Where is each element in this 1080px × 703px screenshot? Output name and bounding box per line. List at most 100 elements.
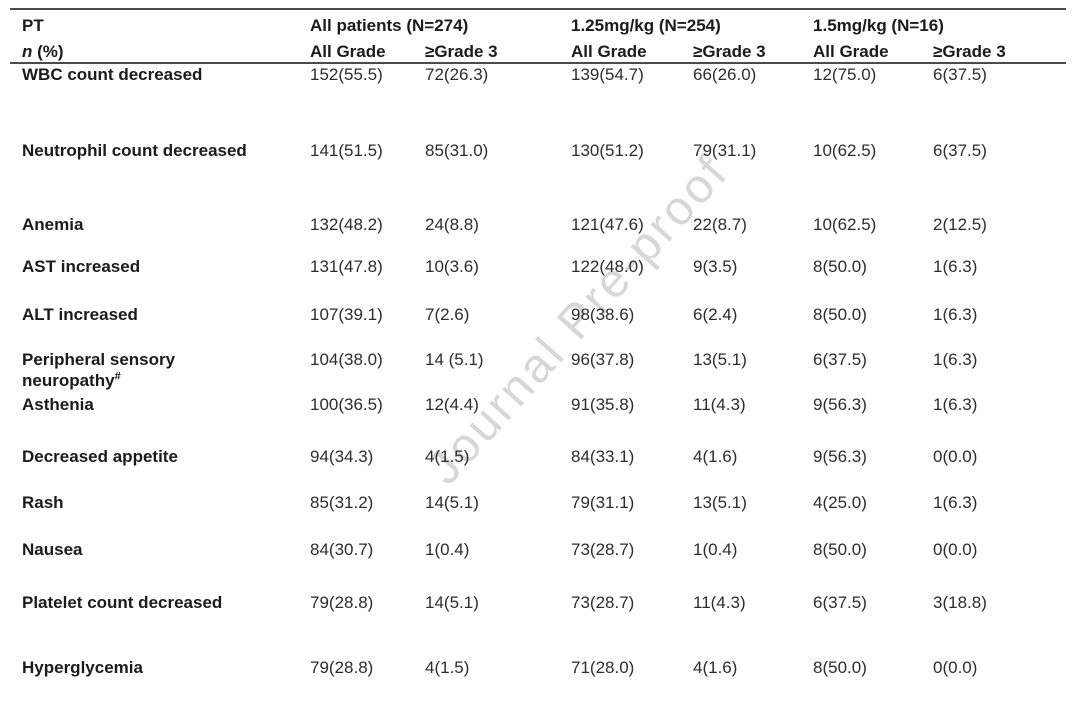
value-cell: 94(34.3)	[310, 447, 374, 466]
value-cell: 122(48.0)	[571, 257, 644, 276]
value-cell: 85(31.0)	[425, 141, 489, 160]
value-cell: 1(6.3)	[933, 350, 978, 369]
value-cell: 1(0.4)	[425, 540, 470, 559]
subheader-grade3-2: ≥Grade 3	[693, 41, 814, 64]
value-cell: 139(54.7)	[571, 65, 644, 84]
value-cell: 4(1.5)	[425, 447, 470, 466]
n-percent-header: n (%)	[10, 41, 310, 64]
value-cell: 1(6.3)	[933, 493, 978, 512]
pt-cell: Rash	[22, 493, 64, 512]
value-cell: 13(5.1)	[693, 493, 747, 512]
pt-cell: Asthenia	[22, 395, 94, 414]
value-cell: 22(8.7)	[693, 215, 747, 234]
value-cell: 14(5.1)	[425, 593, 479, 612]
table-row: AST increased 131(47.8) 10(3.6) 122(48.0…	[10, 256, 1066, 304]
table-row: Rash 85(31.2) 14(5.1) 79(31.1) 13(5.1) 4…	[10, 492, 1066, 539]
pt-cell: WBC count decreased	[22, 65, 203, 84]
value-cell: 0(0.0)	[933, 658, 978, 677]
pt-cell: Anemia	[22, 215, 84, 234]
value-cell: 104(38.0)	[310, 350, 383, 369]
value-cell: 1(6.3)	[933, 305, 978, 324]
pt-cell: Neutrophil count decreased	[22, 141, 247, 160]
pt-cell: Peripheral sensory neuropathy#	[10, 349, 310, 394]
value-cell: 9(3.5)	[693, 257, 738, 276]
table-row: Nausea 84(30.7) 1(0.4) 73(28.7) 1(0.4) 8…	[10, 539, 1066, 592]
table-row: Asthenia 100(36.5) 12(4.4) 91(35.8) 11(4…	[10, 394, 1066, 446]
pt-cell: Decreased appetite	[22, 447, 178, 466]
value-cell: 4(1.6)	[693, 658, 738, 677]
value-cell: 107(39.1)	[310, 305, 383, 324]
value-cell: 12(75.0)	[813, 65, 877, 84]
value-cell: 9(56.3)	[813, 447, 867, 466]
table-row: Anemia 132(48.2) 24(8.8) 121(47.6) 22(8.…	[10, 214, 1066, 256]
table-body: WBC count decreased 152(55.5) 72(26.3) 1…	[10, 63, 1066, 703]
value-cell: 6(37.5)	[813, 350, 867, 369]
value-cell: 0(0.0)	[933, 447, 978, 466]
value-cell: 10(62.5)	[813, 215, 877, 234]
value-cell: 100(36.5)	[310, 395, 383, 414]
value-cell: 12(4.4)	[425, 395, 479, 414]
value-cell: 10(62.5)	[813, 141, 877, 160]
subheader-all-grade-3: All Grade	[813, 41, 934, 64]
value-cell: 6(37.5)	[933, 65, 987, 84]
value-cell: 73(28.7)	[571, 593, 635, 612]
value-cell: 1(0.4)	[693, 540, 738, 559]
value-cell: 8(50.0)	[813, 658, 867, 677]
pt-cell: AST increased	[22, 257, 141, 276]
value-cell: 3(18.8)	[933, 593, 987, 612]
pt-cell: Platelet count decreased	[22, 593, 223, 612]
value-cell: 91(35.8)	[571, 395, 635, 414]
value-cell: 98(38.6)	[571, 305, 635, 324]
value-cell: 4(1.5)	[425, 658, 470, 677]
value-cell: 152(55.5)	[310, 65, 383, 84]
value-cell: 121(47.6)	[571, 215, 644, 234]
value-cell: 79(28.8)	[310, 593, 374, 612]
value-cell: 4(1.6)	[693, 447, 738, 466]
subheader-grade3-1: ≥Grade 3	[425, 41, 571, 64]
value-cell: 79(28.8)	[310, 658, 374, 677]
value-cell: 84(30.7)	[310, 540, 374, 559]
value-cell: 131(47.8)	[310, 257, 383, 276]
table-row: Neutrophil count decreased 141(51.5) 85(…	[10, 140, 1066, 214]
adverse-events-table: PT All patients (N=274) 1.25mg/kg (N=254…	[10, 8, 1067, 703]
value-cell: 1(6.3)	[933, 395, 978, 414]
group-header-1-5mgkg: 1.5mg/kg (N=16)	[813, 16, 944, 35]
table-row: Decreased appetite 94(34.3) 4(1.5) 84(33…	[10, 446, 1066, 492]
value-cell: 7(2.6)	[425, 305, 470, 324]
footnote-marker: #	[114, 370, 121, 383]
value-cell: 71(28.0)	[571, 658, 635, 677]
value-cell: 84(33.1)	[571, 447, 635, 466]
table-header: PT All patients (N=274) 1.25mg/kg (N=254…	[10, 9, 1067, 64]
table-row: Platelet count decreased 79(28.8) 14(5.1…	[10, 592, 1066, 657]
value-cell: 8(50.0)	[813, 257, 867, 276]
subheader-all-grade-2: All Grade	[571, 41, 693, 64]
value-cell: 6(37.5)	[813, 593, 867, 612]
value-cell: 9(56.3)	[813, 395, 867, 414]
subheader-grade3-3: ≥Grade 3	[933, 41, 1067, 64]
value-cell: 1(6.3)	[933, 257, 978, 276]
table-row: ALT increased 107(39.1) 7(2.6) 98(38.6) …	[10, 304, 1066, 349]
pt-line1: Peripheral sensory	[22, 350, 176, 369]
value-cell: 0(0.0)	[933, 540, 978, 559]
pt-cell: Nausea	[22, 540, 83, 559]
value-cell: 11(4.3)	[693, 395, 746, 414]
value-cell: 132(48.2)	[310, 215, 383, 234]
value-cell: 72(26.3)	[425, 65, 489, 84]
table-row: WBC count decreased 152(55.5) 72(26.3) 1…	[10, 63, 1066, 140]
value-cell: 96(37.8)	[571, 350, 635, 369]
value-cell: 8(50.0)	[813, 540, 867, 559]
value-cell: 8(50.0)	[813, 305, 867, 324]
pt-header-label: PT	[22, 16, 44, 35]
pt-header: PT	[10, 9, 310, 41]
value-cell: 6(37.5)	[933, 141, 987, 160]
value-cell: 141(51.5)	[310, 141, 383, 160]
header-row-subheaders: n (%) All Grade ≥Grade 3 All Grade ≥Grad…	[10, 41, 1067, 64]
value-cell: 14 (5.1)	[425, 350, 484, 369]
value-cell: 2(12.5)	[933, 215, 987, 234]
value-cell: 4(25.0)	[813, 493, 867, 512]
value-cell: 11(4.3)	[693, 593, 746, 612]
n-italic: n	[22, 42, 33, 61]
pt-cell: ALT increased	[22, 305, 138, 324]
page: { "watermark": { "text": "Journal Pre-pr…	[0, 8, 1080, 701]
value-cell: 66(26.0)	[693, 65, 757, 84]
